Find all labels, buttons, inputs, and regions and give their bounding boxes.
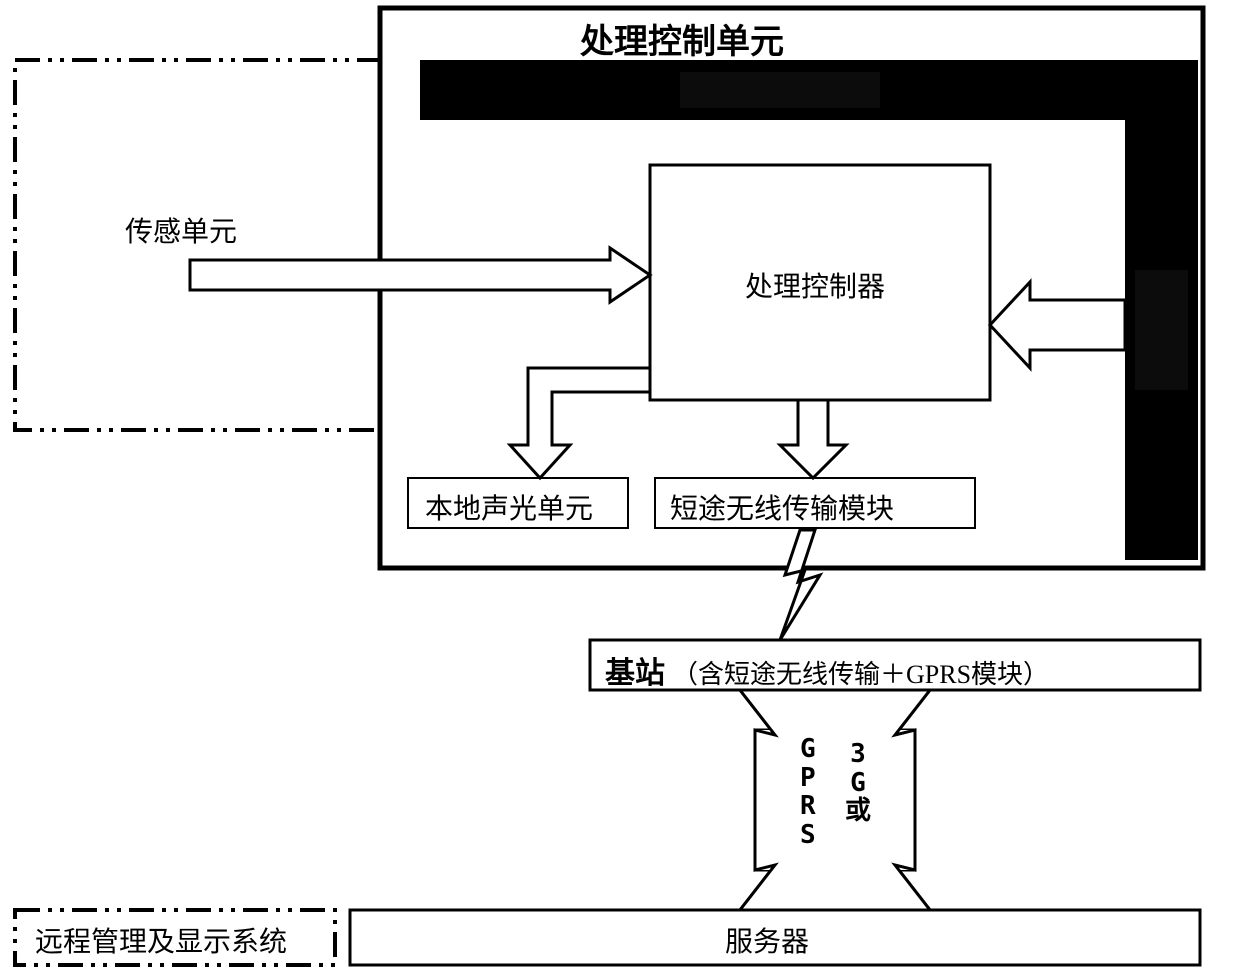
local-alarm-label: 本地声光单元	[425, 487, 593, 527]
diagram-canvas: 处理控制单元 传感单元 处理控制器 本地声光单元 短途无线传输模块 基站 （含短…	[0, 0, 1240, 977]
title-label: 处理控制单元	[580, 14, 784, 63]
obscured-text-right	[1135, 270, 1188, 390]
gprs-vertical-label: G P R S	[800, 735, 816, 849]
base-station-label: 基站 （含短途无线传输＋GPRS模块）	[605, 648, 1049, 692]
remote-mgmt-label: 远程管理及显示系统	[35, 920, 287, 960]
lightning-icon	[780, 530, 820, 640]
controller-label: 处理控制器	[745, 265, 885, 305]
sensor-unit-label: 传感单元	[125, 210, 237, 250]
server-label: 服务器	[725, 920, 809, 960]
arrow-power-to-controller	[990, 282, 1125, 368]
diagram-svg	[0, 0, 1240, 977]
wireless-module-label: 短途无线传输模块	[670, 487, 894, 527]
arrow-controller-to-alarm	[510, 368, 650, 478]
base-station-note: （含短途无线传输＋GPRS模块）	[672, 660, 1049, 689]
arrow-bidirectional-gprs	[740, 690, 930, 910]
obscured-text-top	[680, 72, 880, 108]
arrow-sensor-to-controller	[190, 248, 650, 302]
arrow-controller-to-wireless	[780, 400, 846, 478]
g3-vertical-label: 3 G 或	[845, 740, 871, 826]
base-station-bold: 基站	[605, 657, 665, 690]
